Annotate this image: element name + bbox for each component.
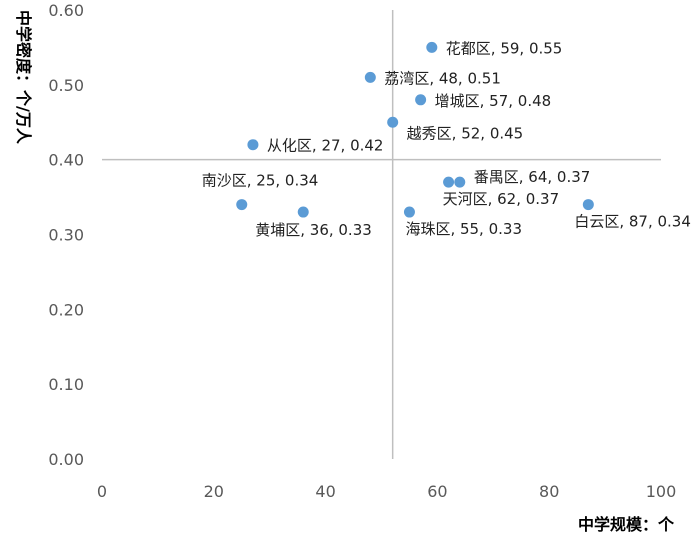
data-point (247, 139, 259, 151)
data-label: 黄埔区, 36, 0.33 (255, 221, 372, 239)
data-label: 南沙区, 25, 0.34 (202, 172, 319, 190)
x-axis-ticks: 0 20 40 60 80 100 (97, 482, 676, 501)
data-labels: 花都区, 59, 0.55 荔湾区, 48, 0.51 增城区, 57, 0.48 越… (202, 39, 691, 239)
y-tick-label: 0.20 (48, 300, 84, 319)
y-tick-label: 0.10 (48, 375, 84, 394)
y-tick-label: 0.60 (48, 1, 84, 20)
data-point (443, 176, 455, 188)
x-tick-label: 80 (539, 482, 559, 501)
y-tick-label: 0.00 (48, 450, 84, 469)
y-axis-title: 中学密度：个/万人 (14, 10, 33, 145)
data-label: 番禺区, 64, 0.37 (474, 168, 591, 186)
data-point (454, 176, 466, 188)
data-point (297, 206, 309, 218)
data-label: 荔湾区, 48, 0.51 (384, 69, 501, 87)
x-tick-label: 0 (97, 482, 107, 501)
x-tick-label: 20 (204, 482, 224, 501)
data-point (426, 41, 438, 53)
data-label: 天河区, 62, 0.37 (443, 190, 560, 208)
data-point (582, 199, 594, 211)
data-label: 海珠区, 55, 0.33 (405, 220, 522, 238)
data-point (364, 71, 376, 83)
data-points (236, 41, 594, 218)
data-point (387, 116, 399, 128)
data-label: 增城区, 57, 0.48 (435, 92, 552, 110)
data-point (403, 206, 415, 218)
x-tick-label: 40 (315, 482, 335, 501)
y-axis-ticks: 0.00 0.10 0.20 0.30 0.40 0.50 0.60 (48, 1, 84, 469)
y-tick-label: 0.30 (48, 226, 84, 245)
y-tick-label: 0.50 (48, 76, 84, 95)
data-label: 从化区, 27, 0.42 (267, 137, 384, 155)
data-point (415, 94, 427, 106)
x-tick-label: 100 (646, 482, 677, 501)
data-label: 越秀区, 52, 0.45 (407, 124, 524, 142)
reference-lines (102, 10, 661, 459)
x-axis-title: 中学规模：个 (578, 515, 675, 534)
data-label: 花都区, 59, 0.55 (446, 39, 563, 57)
y-tick-label: 0.40 (48, 151, 84, 170)
x-tick-label: 60 (427, 482, 447, 501)
data-label: 白云区, 87, 0.34 (574, 213, 691, 231)
data-point (236, 199, 248, 211)
